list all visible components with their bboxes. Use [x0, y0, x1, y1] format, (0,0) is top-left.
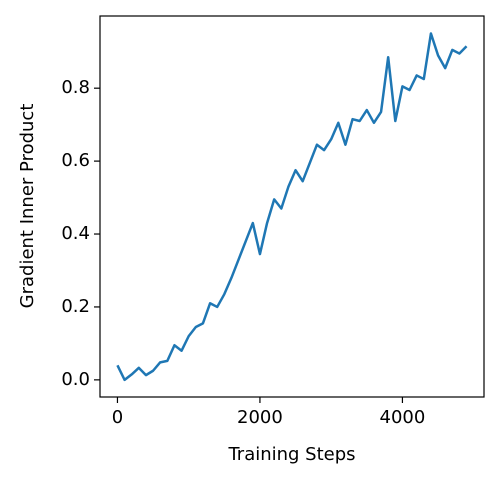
y-tick-label: 0.0 [61, 369, 90, 390]
x-axis-label: Training Steps [227, 444, 355, 465]
y-tick-label: 0.4 [61, 223, 90, 244]
plot-frame [99, 15, 485, 398]
y-tick-label: 0.2 [61, 296, 90, 317]
x-tick-label: 4000 [380, 407, 426, 428]
x-tick-label: 0 [112, 407, 123, 428]
y-tick-label: 0.8 [61, 77, 90, 98]
y-tick-label: 0.6 [61, 150, 90, 171]
y-axis-label: Gradient Inner Product [17, 104, 38, 309]
x-tick-label: 2000 [237, 407, 283, 428]
data-line [116, 32, 468, 382]
